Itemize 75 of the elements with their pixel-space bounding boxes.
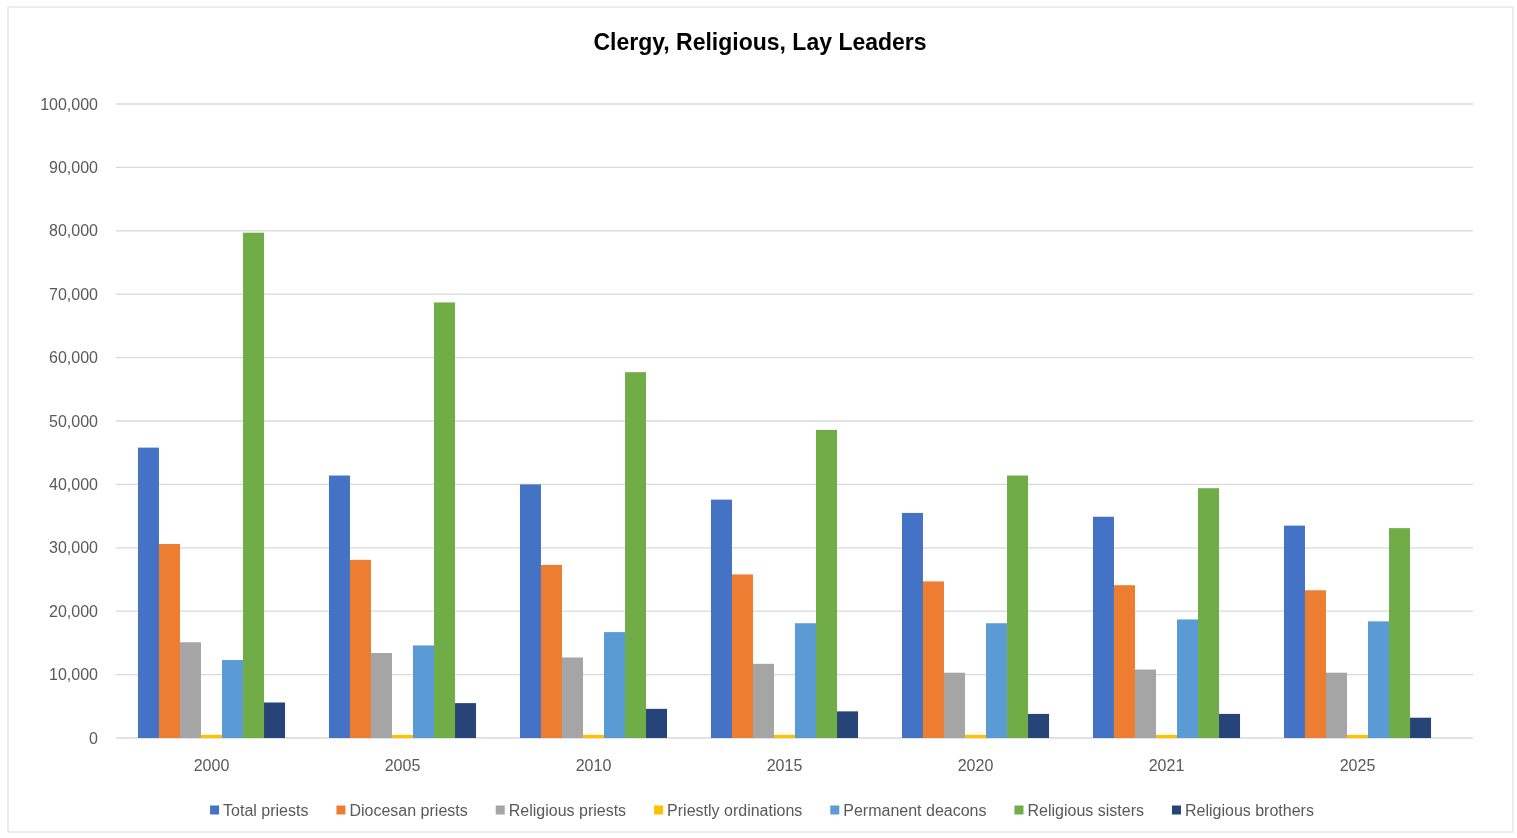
bar <box>816 429 838 738</box>
bar <box>710 499 732 738</box>
bar <box>922 581 944 738</box>
bar <box>1134 669 1156 738</box>
bar <box>264 702 286 738</box>
x-tick-label: 2005 <box>384 756 421 774</box>
bar <box>158 544 180 738</box>
bar <box>243 232 265 738</box>
x-tick-label: 2000 <box>193 756 230 774</box>
bar <box>901 512 923 738</box>
bar <box>583 734 605 738</box>
y-tick-label: 40,000 <box>49 475 99 493</box>
bar <box>752 663 774 738</box>
bar <box>1198 488 1220 738</box>
y-tick-label: 90,000 <box>49 158 99 176</box>
bar <box>413 645 435 738</box>
legend-label: Priestly ordinations <box>667 801 803 819</box>
bar <box>986 623 1008 738</box>
bar <box>965 734 987 738</box>
legend-label: Diocesan priests <box>349 801 468 819</box>
legend-label: Religious brothers <box>1184 801 1314 819</box>
bar <box>1304 590 1326 738</box>
y-tick-label: 50,000 <box>49 412 99 430</box>
bar <box>1177 619 1199 738</box>
bar <box>837 711 859 738</box>
legend-label: Religious sisters <box>1027 801 1144 819</box>
bar <box>1113 585 1135 738</box>
bar <box>455 703 477 738</box>
bar <box>625 372 647 738</box>
bar <box>1410 717 1432 738</box>
legend-label: Total priests <box>223 801 309 819</box>
bar <box>222 660 244 738</box>
bar <box>1155 734 1177 738</box>
bar <box>943 672 965 738</box>
bar <box>328 475 350 738</box>
y-tick-label: 20,000 <box>49 602 99 620</box>
y-tick-label: 80,000 <box>49 222 99 240</box>
bar <box>1219 713 1241 738</box>
y-tick-label: 0 <box>89 729 99 747</box>
bar <box>1389 528 1411 738</box>
x-tick-label: 2015 <box>766 756 803 774</box>
bar <box>1346 734 1368 738</box>
bar <box>540 564 562 738</box>
y-tick-label: 70,000 <box>49 285 99 303</box>
bar <box>561 657 583 738</box>
bar <box>1092 516 1114 738</box>
bar <box>349 559 371 738</box>
bar <box>604 632 626 738</box>
bar <box>179 642 201 738</box>
bar <box>434 302 456 738</box>
bar <box>370 653 392 738</box>
bar <box>646 708 668 738</box>
bar <box>1368 621 1390 738</box>
bar <box>1007 475 1029 738</box>
bar <box>392 734 414 738</box>
bar <box>1028 713 1050 738</box>
bar <box>137 447 159 738</box>
bar <box>519 484 541 738</box>
bar <box>731 574 753 738</box>
y-tick-label: 100,000 <box>40 95 99 113</box>
bar <box>795 623 817 738</box>
y-tick-label: 60,000 <box>49 349 99 367</box>
legend-label: Permanent deacons <box>843 801 987 819</box>
bar <box>774 734 796 738</box>
x-tick-label: 2025 <box>1339 756 1376 774</box>
x-tick-label: 2021 <box>1148 756 1185 774</box>
chart-title: Clergy, Religious, Lay Leaders <box>593 29 927 55</box>
bar <box>1283 525 1305 738</box>
x-tick-label: 2020 <box>957 756 994 774</box>
legend-label: Religious priests <box>508 801 627 819</box>
x-tick-label: 2010 <box>575 756 612 774</box>
bar <box>1325 672 1347 738</box>
y-tick-label: 30,000 <box>49 539 99 557</box>
bar <box>201 734 223 738</box>
y-tick-label: 10,000 <box>49 666 99 684</box>
